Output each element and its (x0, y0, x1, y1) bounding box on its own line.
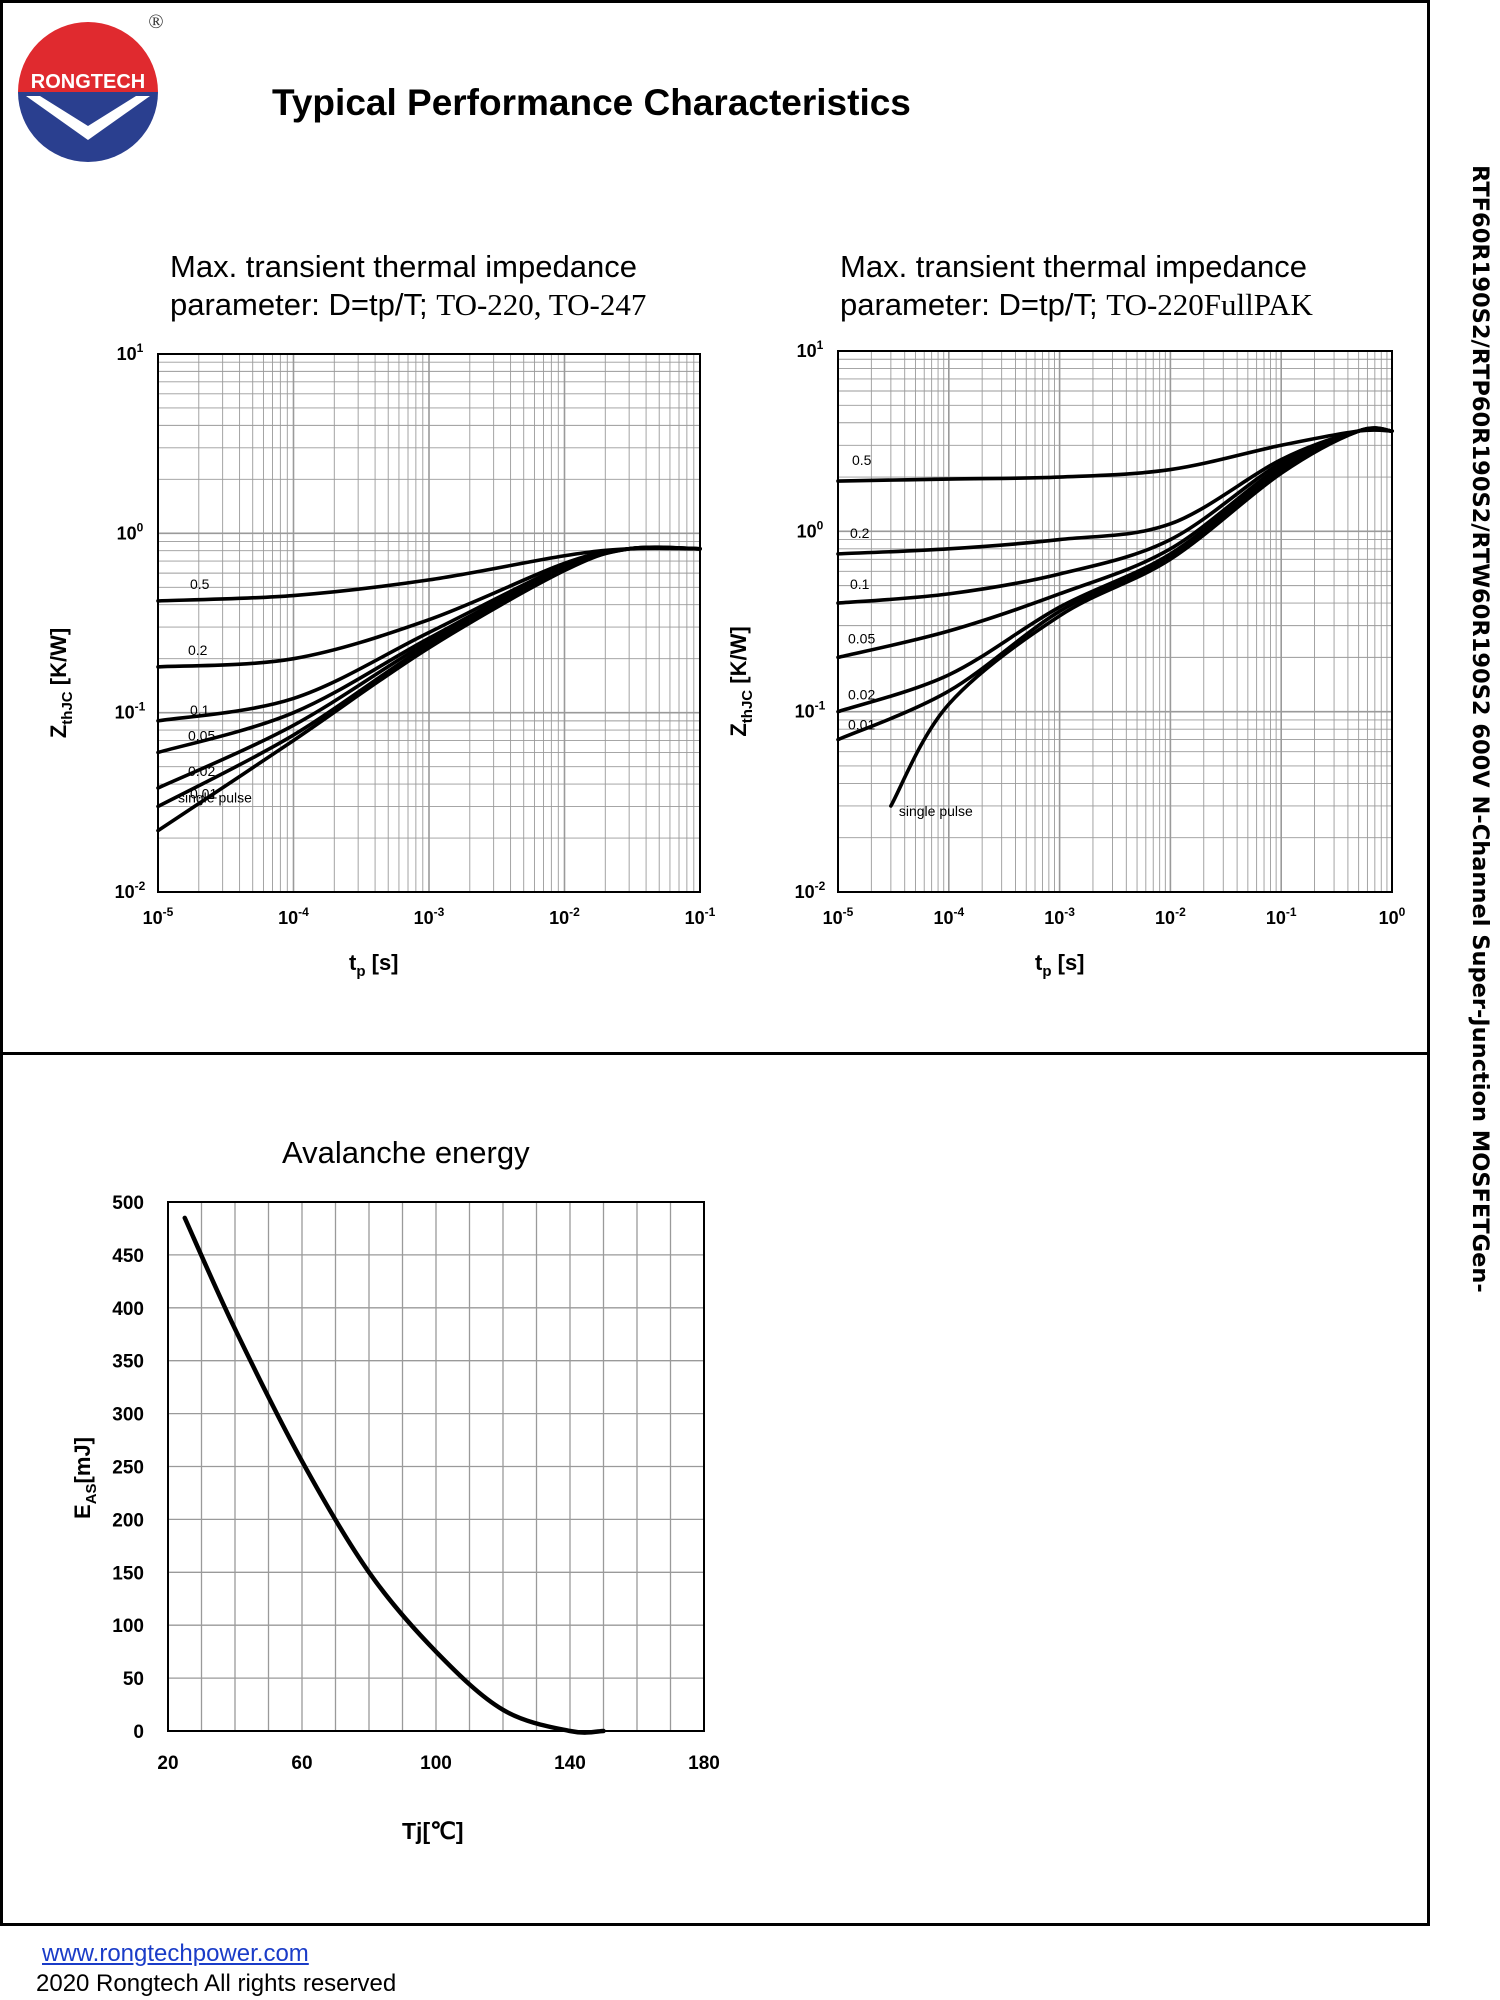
series-label: 0.01 (848, 717, 875, 733)
section-divider (0, 1052, 1430, 1055)
y-tick-label: 0 (133, 1722, 144, 1743)
series-label: 0.05 (848, 630, 875, 646)
x-tick-label: 10-5 (143, 905, 174, 928)
chart3-title: Avalanche energy (282, 1135, 530, 1170)
page-frame (0, 0, 1430, 1926)
series-label: 0.1 (190, 702, 210, 718)
plot-frame (167, 1201, 705, 1732)
chart2-title-line2: parameter: D=tp/T; TO-220FullPAK (840, 286, 1313, 324)
x-tick-label: 10-2 (549, 905, 580, 928)
plot-frame (157, 353, 701, 893)
y-tick-label: 10-1 (115, 700, 146, 723)
x-axis-label: Tj[℃] (402, 1818, 464, 1844)
footer-copyright: 2020 Rongtech All rights reserved (36, 1970, 397, 1997)
chart2-title-line1: Max. transient thermal impedance (840, 249, 1307, 284)
y-tick-label: 500 (112, 1193, 144, 1214)
x-tick-label: 100 (1379, 905, 1406, 928)
x-tick-label: 100 (420, 1753, 452, 1774)
chart1-title-line1: Max. transient thermal impedance (170, 249, 637, 284)
side-title-text: RTF60R190S2/RTP60R190S2/RTW60R190S2 600V… (1467, 165, 1493, 1293)
plot-frame (837, 350, 1393, 893)
y-tick-label: 50 (123, 1669, 144, 1690)
series-label: 0.2 (188, 642, 208, 658)
x-tick-label: 10-2 (1155, 905, 1186, 928)
y-tick-label: 10-2 (795, 879, 826, 902)
chart2-title-package: TO-220FullPAK (1106, 287, 1313, 322)
x-tick-label: 10-1 (685, 905, 716, 928)
y-tick-label: 100 (112, 1616, 144, 1637)
chart1-title-package: TO-220, TO-247 (436, 287, 647, 322)
y-tick-label: 200 (112, 1510, 144, 1531)
y-tick-label: 101 (797, 338, 824, 361)
x-tick-label: 10-1 (1266, 905, 1297, 928)
chart1-title-param: parameter: D=tp/T; (170, 287, 437, 322)
chart1-title: Max. transient thermal impedance paramet… (170, 248, 646, 324)
series-label: 0.02 (848, 687, 875, 703)
side-product-title: RTF60R190S2/RTP60R190S2/RTW60R190S2 600V… (1461, 165, 1500, 1315)
series-label: 0.05 (188, 727, 215, 743)
chart1-title-line2: parameter: D=tp/T; TO-220, TO-247 (170, 286, 646, 324)
x-tick-label: 10-3 (414, 905, 445, 928)
y-tick-label: 100 (117, 520, 144, 543)
y-tick-label: 450 (112, 1246, 144, 1267)
y-tick-label: 10-2 (115, 879, 146, 902)
series-label: 0.2 (850, 525, 870, 541)
y-tick-label: 101 (117, 341, 144, 364)
y-tick-label: 400 (112, 1299, 144, 1320)
chart2-title: Max. transient thermal impedance paramet… (840, 248, 1313, 324)
series-label: 0.5 (190, 576, 210, 592)
y-tick-label: 250 (112, 1458, 144, 1479)
series-label: 0.1 (850, 576, 870, 592)
y-axis-label: ZthJC [K/W] (46, 628, 76, 738)
x-tick-label: 180 (688, 1753, 720, 1774)
x-tick-label: 10-5 (823, 905, 854, 928)
page-title: Typical Performance Characteristics (272, 82, 911, 123)
x-axis-label: tp [s] (349, 950, 399, 980)
series-line-single-pulse (156, 545, 702, 833)
chart3: 20 60 100 140 180 0 50 100 150 200 250 300 350 400 450… (70, 1193, 720, 1844)
series-line-0.05 (836, 426, 1394, 660)
y-tick-label: 350 (112, 1352, 144, 1373)
y-tick-label: 10-1 (795, 699, 826, 722)
registered-mark: ® (148, 14, 163, 33)
x-tick-label: 140 (554, 1753, 586, 1774)
x-tick-label: 60 (291, 1753, 312, 1774)
y-axis-label: EAS[mJ] (70, 1437, 100, 1519)
series-label: single pulse (178, 790, 252, 806)
chart2-title-param: parameter: D=tp/T; (840, 287, 1107, 322)
x-tick-label: 10-3 (1044, 905, 1075, 928)
y-tick-label: 300 (112, 1405, 144, 1426)
y-tick-label: 150 (112, 1563, 144, 1584)
x-tick-label: 20 (157, 1753, 178, 1774)
x-tick-label: 10-4 (933, 905, 964, 928)
chart1: 10-5 10-4 10-3 10-2 10-1 10-2 10-1 100 101 0.5 0.2… (46, 341, 716, 980)
series-line-single-pulse (889, 426, 1394, 808)
brand-name: RONGTECH (31, 71, 145, 93)
series-line-eas (182, 1215, 606, 1735)
series-label: single pulse (899, 803, 973, 819)
series-label: 0.02 (188, 763, 215, 779)
chart2: 10-5 10-4 10-3 10-2 10-1 100 10-2 10-1 100 101 0.5… (726, 338, 1406, 980)
y-axis-label: ZthJC [K/W] (726, 626, 756, 736)
x-tick-label: 10-4 (278, 905, 309, 928)
series-line-0.02 (836, 426, 1394, 714)
y-tick-label: 100 (797, 518, 824, 541)
series-label: 0.5 (852, 452, 872, 468)
x-axis-label: tp [s] (1035, 950, 1085, 980)
brand-logo: RONGTECH ® (16, 11, 166, 164)
footer-website-link[interactable]: www.rongtechpower.com (42, 1940, 309, 1967)
